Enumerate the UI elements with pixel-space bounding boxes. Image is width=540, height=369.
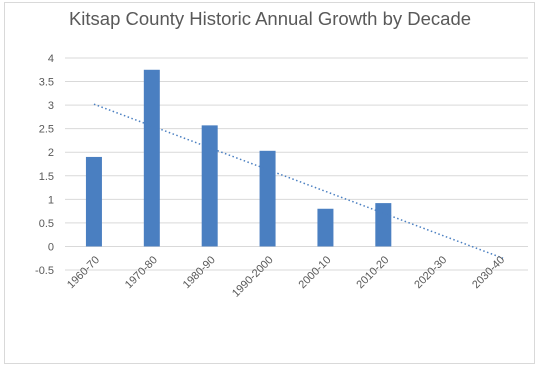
bar-1960-70 (85, 156, 102, 247)
x-tick-label: 2020-30 (412, 254, 449, 291)
linear-trendline (93, 103, 504, 259)
bar-1970-80 (143, 69, 160, 247)
trendline (93, 103, 504, 259)
y-tick-label: 2.5 (39, 124, 54, 136)
y-tick-label: 3 (48, 100, 54, 112)
y-tick-label: 0 (48, 241, 54, 253)
y-tick-label: -0.5 (35, 265, 54, 277)
x-tick-label: 1980-90 (181, 254, 218, 291)
bar-series (85, 69, 392, 247)
x-tick-label: 2030-40 (470, 254, 507, 291)
x-tick-label: 1960-70 (65, 254, 102, 291)
chart-title: Kitsap County Historic Annual Growth by … (68, 8, 472, 29)
bar-1990-2000 (259, 150, 276, 247)
x-tick-label: 2010-20 (354, 254, 391, 291)
x-tick-label: 1990-2000 (230, 254, 276, 300)
bar-2010-20 (375, 203, 392, 247)
x-tick-label: 2000-10 (297, 254, 334, 291)
y-tick-label: 0.5 (39, 218, 54, 230)
y-tick-label: 4 (48, 53, 54, 65)
y-tick-label: 3.5 (39, 77, 54, 89)
y-tick-label: 2 (48, 147, 54, 159)
bar-1980-90 (201, 125, 218, 247)
y-tick-label: 1 (48, 194, 54, 206)
y-axis-labels: -0.5 0 0.5 1 1.5 2 2.5 3 3.5 4 (35, 53, 54, 277)
x-tick-label: 1970-80 (123, 254, 160, 291)
gridlines (65, 57, 528, 271)
y-tick-label: 1.5 (39, 171, 54, 183)
x-axis-labels: 1960-70 1970-80 1980-90 1990-2000 2000-10 201… (65, 254, 507, 300)
bar-2000-10 (317, 208, 334, 247)
